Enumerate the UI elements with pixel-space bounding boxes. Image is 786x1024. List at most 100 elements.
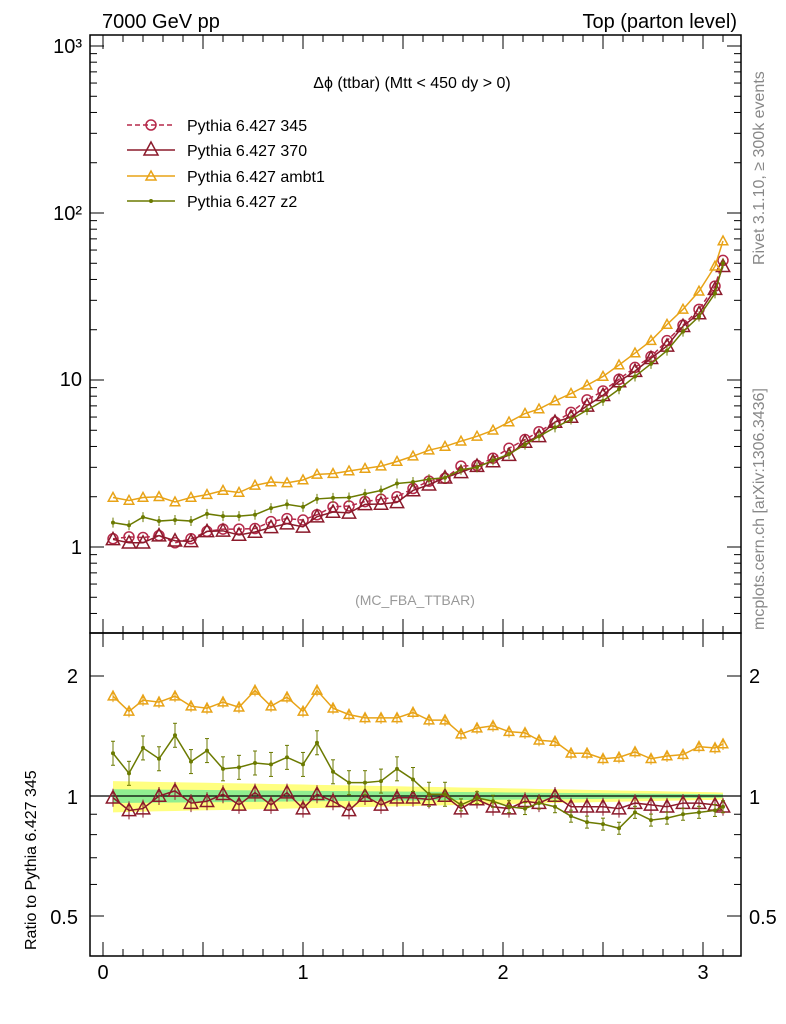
ratio-frame xyxy=(89,632,742,957)
ratio-point-z2-36 xyxy=(681,812,685,817)
ratio-point-z2-8 xyxy=(237,765,241,770)
ratio-point-370-4 xyxy=(167,782,183,797)
ratio-point-370-11 xyxy=(279,783,295,799)
ratio-point-z2-38 xyxy=(713,808,717,813)
main-point-ambt1-5 xyxy=(184,490,198,502)
ratio-point-370-0 xyxy=(105,789,121,804)
main-point-ambt1-19 xyxy=(406,449,420,461)
ratio-point-370-30 xyxy=(579,798,595,813)
main-point-ambt1-4 xyxy=(168,495,182,507)
main-point-ambt1-16 xyxy=(358,461,372,474)
chart-title: Δϕ (ttbar) (Mtt < 450 dy > 0) xyxy=(313,75,511,92)
ratio-point-ambt1-12 xyxy=(296,704,310,716)
ratio-point-370-6 xyxy=(199,792,215,808)
ratio-point-z2-28 xyxy=(553,804,557,809)
ratio-point-ambt1-13 xyxy=(310,683,324,695)
ratio-ytick-1-right: 1 xyxy=(749,787,760,809)
mcplots-label: mcplots.cern.ch [arXiv:1306.3436] xyxy=(751,388,768,630)
main-point-ambt1-36 xyxy=(676,302,690,314)
xtick-label-0: 0 xyxy=(97,962,108,984)
main-point-z2-13 xyxy=(315,496,319,501)
main-point-z2-33 xyxy=(633,374,637,379)
legend-marker-370 xyxy=(142,140,160,156)
main-point-ambt1-31 xyxy=(596,369,610,381)
main-point-z2-12 xyxy=(301,504,305,509)
ratio-point-z2-7 xyxy=(221,766,225,771)
main-point-z2-30 xyxy=(585,408,589,413)
ratio-point-z2-18 xyxy=(395,766,399,771)
main-point-z2-15 xyxy=(347,495,351,500)
main-point-370-18 xyxy=(389,493,405,509)
ratio-point-370-9 xyxy=(247,783,263,799)
main-point-370-10 xyxy=(263,518,279,534)
ratio-ytick-05-right: 0.5 xyxy=(749,907,777,929)
main-line-series-0 xyxy=(112,260,724,544)
ratio-point-z2-22 xyxy=(459,802,463,807)
main-point-ambt1-10 xyxy=(264,475,278,487)
main-point-z2-11 xyxy=(285,502,289,507)
ratio-point-z2-32 xyxy=(617,826,621,831)
ratio-point-ambt1-6 xyxy=(200,701,214,713)
main-point-z2-34 xyxy=(649,361,653,366)
ratio-point-370-18 xyxy=(389,789,405,804)
main-point-ambt1-17 xyxy=(374,459,388,471)
main-point-345-12 xyxy=(297,514,309,526)
ytick-label-1000: 10³ xyxy=(53,36,82,58)
main-point-370-19 xyxy=(405,481,421,497)
legend-label-345: Pythia 6.427 345 xyxy=(187,118,307,135)
main-point-ambt1-15 xyxy=(342,464,356,476)
main-point-z2-28 xyxy=(553,425,557,430)
ratio-point-370-15 xyxy=(341,801,357,817)
main-point-z2-36 xyxy=(681,329,685,334)
legend-label-ambt1: Pythia 6.427 ambt1 xyxy=(187,169,325,186)
ratio-point-ambt1-1 xyxy=(122,704,136,716)
ratio-point-370-34 xyxy=(643,796,659,811)
main-point-370-8 xyxy=(231,526,247,541)
main-point-z2-37 xyxy=(697,314,701,319)
main-point-z2-21 xyxy=(443,475,447,480)
ratio-point-ambt1-17 xyxy=(374,711,388,723)
main-point-ambt1-14 xyxy=(326,467,340,479)
main-point-z2-16 xyxy=(363,491,367,496)
ratio-point-z2-29 xyxy=(569,814,573,819)
xtick-label-2: 2 xyxy=(497,962,508,984)
ratio-point-z2-39 xyxy=(721,804,725,809)
main-point-370-11 xyxy=(279,515,295,530)
ratio-point-z2-9 xyxy=(253,760,257,765)
ratio-panel: 2 1 0.5 2 1 0.5 0 1 2 3 Ratio to Pythia … xyxy=(23,632,777,984)
main-point-z2-19 xyxy=(411,480,415,485)
main-point-ambt1-34 xyxy=(644,334,658,346)
main-point-370-12 xyxy=(295,518,311,533)
legend: Pythia 6.427 345 Pythia 6.427 370 Pythia… xyxy=(127,118,325,211)
ratio-point-370-14 xyxy=(325,792,341,808)
ratio-axis-ticks xyxy=(90,633,741,956)
ratio-point-370-17 xyxy=(373,796,389,811)
ratio-ytick-2-left: 2 xyxy=(67,666,78,688)
ratio-point-z2-13 xyxy=(315,740,319,745)
ratio-point-z2-1 xyxy=(127,771,131,776)
main-series-group xyxy=(105,234,731,549)
main-point-z2-23 xyxy=(475,465,479,470)
ratio-line-series-1 xyxy=(112,689,724,760)
main-point-z2-25 xyxy=(507,452,511,457)
ratio-point-z2-15 xyxy=(347,780,351,785)
main-point-z2-29 xyxy=(569,417,573,422)
main-point-z2-31 xyxy=(601,398,605,403)
ratio-point-ambt1-22 xyxy=(454,727,468,739)
main-point-370-5 xyxy=(183,532,199,548)
main-point-370-4 xyxy=(167,532,183,547)
main-point-ambt1-30 xyxy=(580,378,594,390)
main-point-z2-9 xyxy=(253,512,257,517)
main-point-z2-7 xyxy=(221,514,225,519)
legend-marker-345 xyxy=(145,119,157,131)
main-point-370-17 xyxy=(373,495,389,510)
main-point-z2-5 xyxy=(189,519,193,524)
main-point-z2-0 xyxy=(111,520,115,525)
ratio-point-z2-16 xyxy=(363,780,367,785)
main-point-ambt1-32 xyxy=(612,358,626,370)
ratio-point-ambt1-7 xyxy=(216,695,230,707)
ratio-point-z2-12 xyxy=(301,762,305,767)
ratio-ytick-1-left: 1 xyxy=(67,787,78,809)
ratio-point-z2-5 xyxy=(189,759,193,764)
main-point-z2-17 xyxy=(379,488,383,493)
